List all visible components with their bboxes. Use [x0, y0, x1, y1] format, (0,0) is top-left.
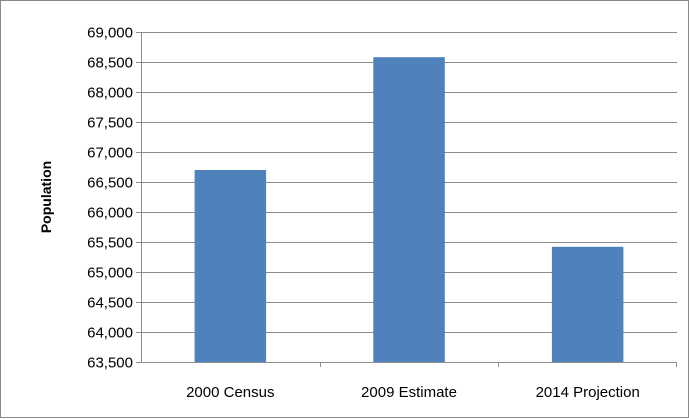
- y-tick-label: 65,000: [87, 265, 133, 282]
- x-tick-labels: 2000 Census 2009 Estimate 2014 Projection: [186, 384, 640, 401]
- y-axis-title: Population: [38, 161, 54, 233]
- x-tick-label: 2009 Estimate: [361, 384, 457, 401]
- y-tick-label: 64,000: [87, 325, 133, 342]
- y-tick-label: 63,500: [87, 355, 133, 372]
- bars: [194, 57, 624, 362]
- axes: [136, 32, 677, 367]
- y-tick-labels: 63,500 64,000 64,500 65,000 65,500 66,000 66,5…: [87, 25, 133, 372]
- y-tick-label: 65,500: [87, 235, 133, 252]
- y-tick-label: 68,500: [87, 55, 133, 72]
- bar: [194, 170, 267, 362]
- bar: [551, 246, 624, 362]
- y-tick-label: 69,000: [87, 25, 133, 42]
- y-tick-label: 67,500: [87, 115, 133, 132]
- y-tick-label: 66,500: [87, 175, 133, 192]
- y-tick-label: 68,000: [87, 85, 133, 102]
- y-tick-label: 64,500: [87, 295, 133, 312]
- x-tick-label: 2014 Projection: [536, 384, 640, 401]
- bar: [373, 57, 445, 362]
- x-tick-label: 2000 Census: [186, 384, 274, 401]
- y-tick-label: 66,000: [87, 205, 133, 222]
- y-tick-label: 67,000: [87, 145, 133, 162]
